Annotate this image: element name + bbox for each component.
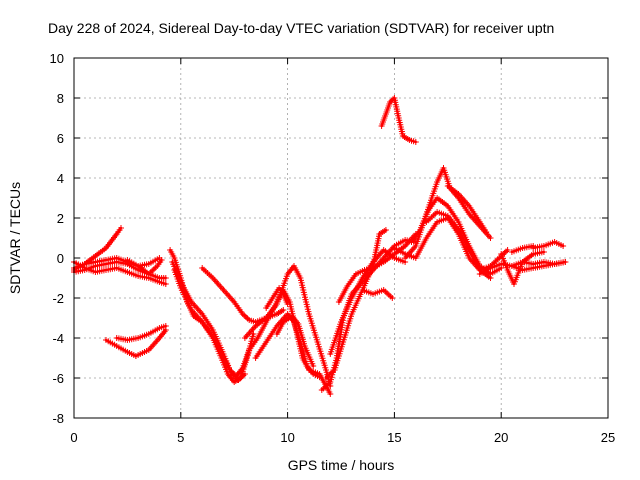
series-markers [241, 263, 334, 389]
x-tick-label: 20 [494, 430, 508, 445]
ticks-layer: 0 5 10 15 20 25 -8 -6 -4 -2 0 2 4 6 8 10 [50, 51, 616, 445]
series-markers [273, 313, 317, 369]
series-markers [530, 239, 567, 251]
series-arc-23 [378, 95, 419, 145]
y-tick-label: 2 [57, 211, 64, 226]
y-tick-label: 8 [57, 91, 64, 106]
chart-title: Day 228 of 2024, Sidereal Day-to-day VTE… [48, 20, 554, 36]
y-tick-label: 10 [50, 51, 64, 66]
y-tick-label: -4 [52, 331, 64, 346]
x-tick-label: 25 [601, 430, 615, 445]
series-arc-31 [508, 259, 569, 273]
y-tick-label: 6 [57, 131, 64, 146]
y-tick-label: 0 [57, 251, 64, 266]
series-markers [113, 323, 169, 343]
series-arc-07 [132, 327, 169, 359]
series-markers [444, 183, 490, 235]
y-tick-label: 4 [57, 171, 64, 186]
x-tick-label: 10 [280, 430, 294, 445]
series-markers [103, 337, 139, 359]
series-markers [171, 267, 248, 383]
series-arc-30 [498, 249, 547, 287]
series-arc-06 [113, 323, 169, 343]
series-arc-32 [530, 239, 567, 251]
series-arc-16 [263, 285, 291, 311]
x-axis-label: GPS time / hours [288, 457, 395, 473]
series-arc-05 [103, 337, 139, 359]
series-arc-33 [508, 243, 537, 255]
y-tick-label: -8 [52, 411, 64, 426]
series-markers [498, 249, 547, 287]
series-arc-27 [444, 183, 490, 235]
series-arc-19 [323, 227, 389, 381]
y-tick-label: -2 [52, 291, 64, 306]
x-tick-label: 5 [177, 430, 184, 445]
series-markers [124, 257, 165, 277]
series-markers [508, 259, 569, 273]
series-markers [508, 243, 537, 255]
series-arc-22 [359, 287, 396, 301]
series-layer [71, 95, 569, 397]
series-arc-11 [171, 267, 248, 383]
series-markers [263, 285, 291, 311]
series-markers [378, 95, 419, 145]
series-arc-13 [241, 263, 334, 389]
x-tick-label: 0 [70, 430, 77, 445]
series-arc-08 [124, 257, 165, 277]
series-markers [323, 227, 389, 381]
grid-layer [74, 58, 608, 418]
y-tick-label: -6 [52, 371, 64, 386]
plot-frame [73, 57, 609, 419]
series-markers [132, 327, 169, 359]
series-markers [359, 287, 396, 301]
y-axis-label: SDTVAR / TECUs [7, 182, 23, 294]
series-arc-17 [273, 313, 317, 369]
series-line [168, 248, 255, 384]
x-tick-label: 15 [387, 430, 401, 445]
